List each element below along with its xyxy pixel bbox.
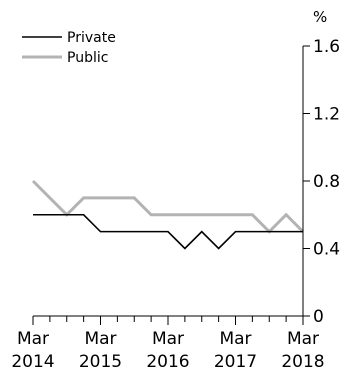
x-tick-label-month: Mar	[219, 329, 251, 349]
legend-label-private: Private	[67, 30, 116, 46]
x-tick-label-year: 2016	[146, 352, 189, 372]
x-tick-label-year: 2015	[79, 352, 122, 372]
y-unit-label: %	[313, 8, 327, 26]
x-tick-label-year: 2017	[214, 352, 257, 372]
legend-label-public: Public	[67, 50, 108, 66]
y-tick-label: 1.6	[313, 37, 340, 57]
x-tick-label-year: 2018	[281, 352, 324, 372]
x-tick-label-year: 2014	[11, 352, 54, 372]
series-line-public	[31, 179, 305, 234]
y-tick-label: 0.8	[313, 172, 340, 192]
x-axis: Mar 2014 Mar 2015 Mar 2016 Mar 2017 Mar 2018	[11, 315, 325, 372]
y-tick-label: 1.2	[313, 105, 340, 125]
x-tick-label-month: Mar	[17, 329, 49, 349]
x-tick-label-month: Mar	[287, 329, 319, 349]
series-line-private	[33, 213, 303, 250]
series-layer	[31, 179, 305, 250]
x-tick-label-month: Mar	[84, 329, 116, 349]
y-axis: 0 0.4 0.8 1.2 1.6%	[302, 8, 340, 327]
x-tick-label-month: Mar	[152, 329, 184, 349]
legend: Private Public	[22, 30, 116, 66]
y-tick-label: 0	[313, 307, 324, 327]
y-tick-label: 0.4	[313, 240, 340, 260]
